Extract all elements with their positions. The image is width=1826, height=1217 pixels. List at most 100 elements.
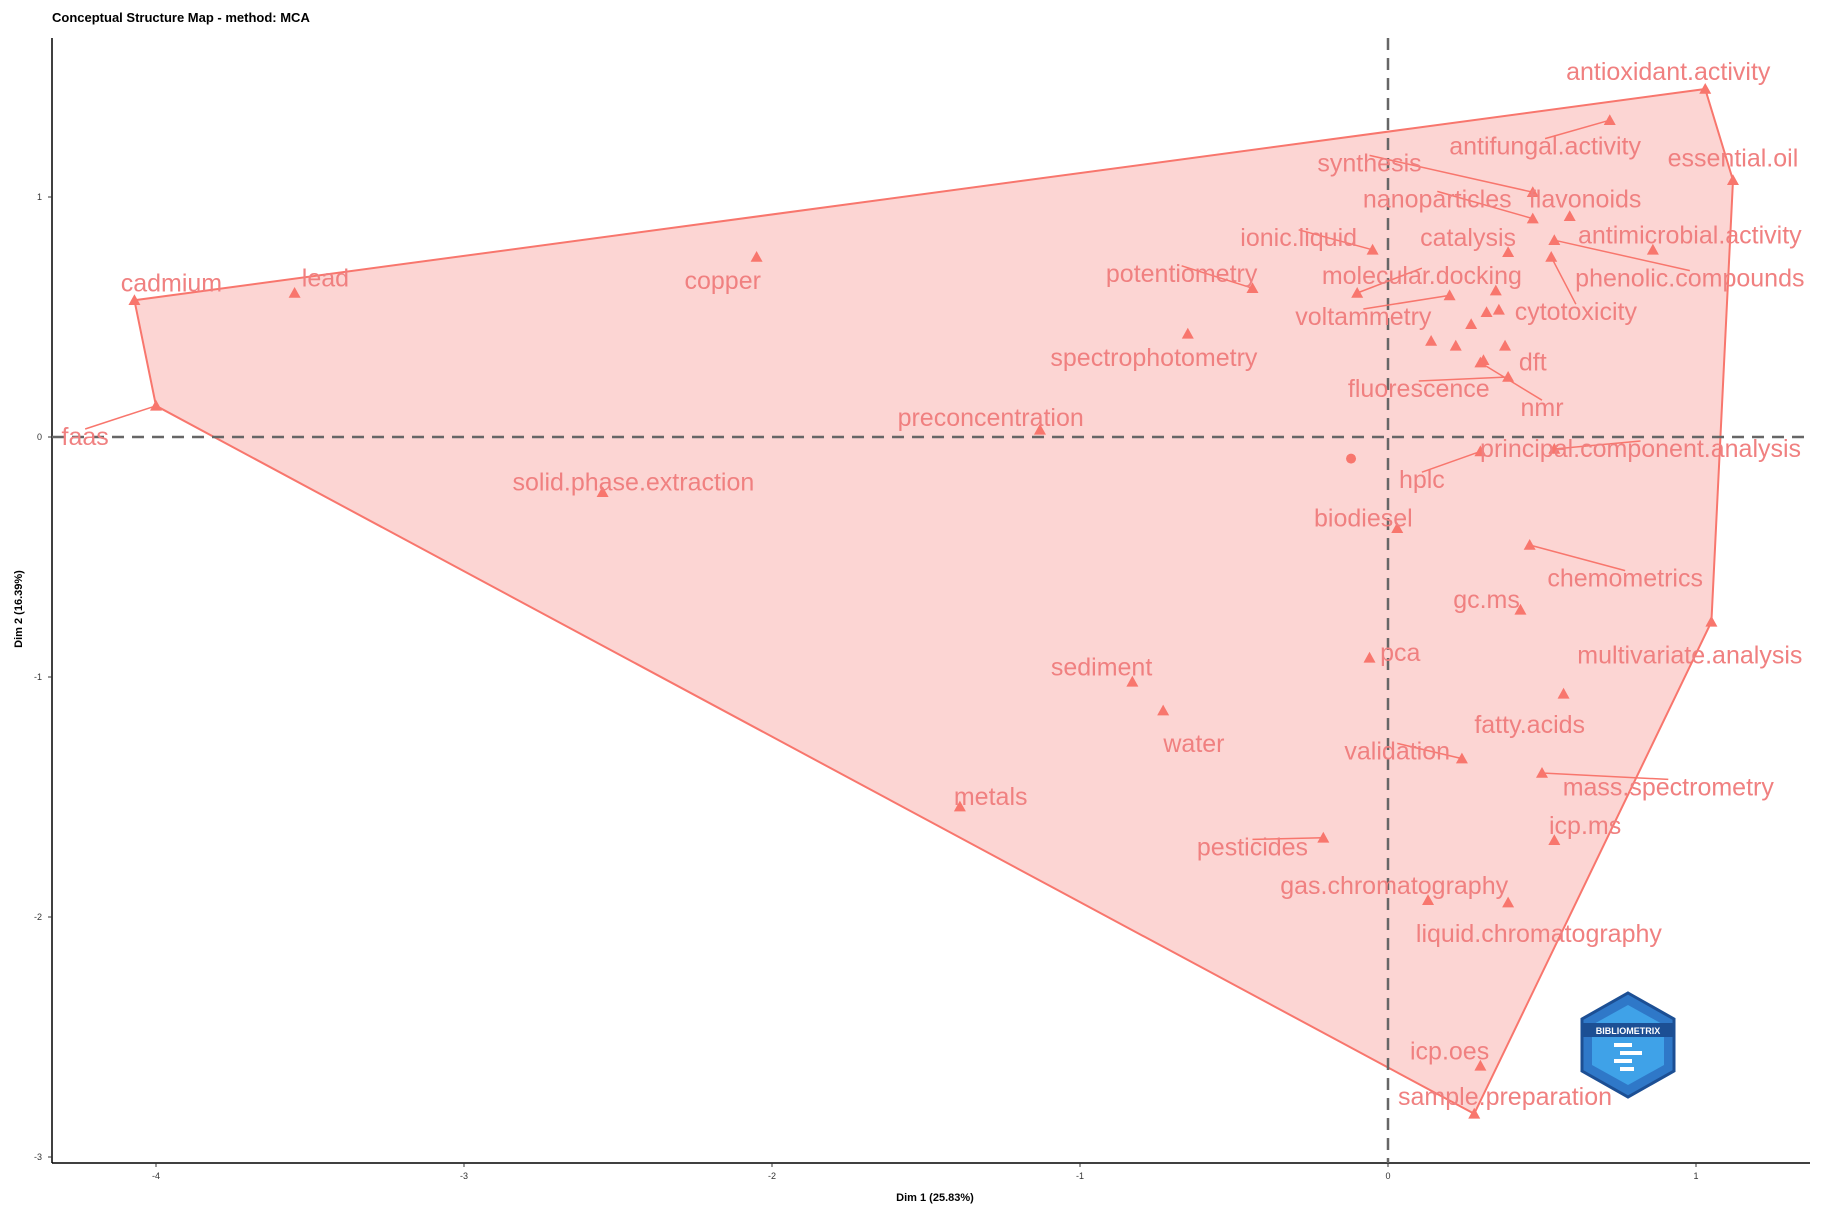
x-tick-label: 0	[1385, 1171, 1390, 1181]
point-label: icp.oes	[1410, 1037, 1489, 1065]
leader-line	[1369, 154, 1533, 193]
point-label: synthesis	[1317, 149, 1421, 177]
leader-line	[1298, 229, 1373, 251]
point-marker	[1548, 443, 1561, 454]
point-marker	[1526, 212, 1539, 224]
point-label: nanoparticles	[1363, 185, 1512, 213]
leader-line	[1363, 294, 1450, 310]
point-marker	[1474, 445, 1487, 457]
point-marker	[1502, 371, 1515, 382]
point-label: molecular.docking	[1322, 262, 1522, 290]
point-label: antioxidant.activity	[1566, 58, 1771, 86]
leader-line	[1356, 267, 1423, 294]
point-label: flavonoids	[1529, 185, 1642, 213]
point-marker	[596, 486, 609, 497]
point-label: potentiometry	[1106, 260, 1258, 288]
bibliometrix-logo: BIBLIOMETRIX	[1580, 991, 1676, 1099]
point-label: dft	[1519, 349, 1547, 377]
point-marker	[1705, 615, 1718, 627]
point-label: chemometrics	[1547, 565, 1703, 593]
reference-lines	[52, 38, 1810, 1163]
point-marker	[1366, 243, 1379, 255]
leader-line	[1181, 265, 1253, 289]
point-label: voltammetry	[1295, 303, 1432, 331]
chart-title: Conceptual Structure Map - method: MCA	[52, 10, 310, 25]
leader-line	[1397, 742, 1463, 760]
point-marker	[1480, 306, 1493, 317]
point-marker	[1548, 234, 1561, 245]
leader-line	[1541, 772, 1669, 781]
point-label: antimicrobial.activity	[1578, 221, 1802, 249]
point-marker	[128, 294, 141, 305]
point-marker	[1351, 287, 1364, 298]
point-marker	[1536, 767, 1548, 778]
point-label: solid.phase.extraction	[512, 469, 754, 497]
y-tick-label: -1	[34, 672, 42, 682]
centroid-marker	[1346, 453, 1357, 464]
logo-mark-icon	[1614, 1043, 1642, 1071]
point-label: fatty.acids	[1474, 711, 1585, 739]
point-marker	[1563, 210, 1576, 221]
point-label: spectrophotometry	[1050, 344, 1258, 372]
point-label: catalysis	[1420, 224, 1516, 252]
y-tick-label: -3	[34, 1152, 42, 1162]
x-tick-label: -4	[152, 1171, 160, 1181]
point-marker	[288, 287, 301, 298]
point-marker	[750, 251, 763, 262]
point-marker	[1726, 174, 1739, 185]
leader-line	[1554, 239, 1691, 272]
point-marker	[1499, 339, 1512, 351]
point-label: ionic.liquid	[1240, 224, 1357, 252]
leader-line	[1544, 119, 1610, 140]
y-tick-label: -2	[34, 912, 42, 922]
leader-lines	[84, 119, 1691, 841]
logo-banner	[1582, 1023, 1674, 1037]
x-tick-label: 1	[1693, 1171, 1698, 1181]
leader-line	[84, 405, 157, 430]
point-marker	[1443, 289, 1456, 301]
point-label: mass.spectrometry	[1563, 773, 1775, 801]
axes-layer: -4 -3 -2 -1 0 1 -3 -2 -1 0 1	[34, 38, 1810, 1181]
point-label: preconcentration	[898, 404, 1084, 432]
point-marker	[1449, 339, 1462, 351]
point-label: sample.preparation	[1398, 1083, 1612, 1111]
point-marker	[1363, 651, 1376, 663]
point-label: liquid.chromatography	[1416, 920, 1662, 948]
point-marker	[1422, 894, 1435, 905]
point-label: essential.oil	[1668, 145, 1799, 173]
point-marker	[1465, 318, 1478, 329]
leader-line	[1550, 256, 1577, 305]
logo-text: BIBLIOMETRIX	[1596, 1026, 1661, 1036]
x-tick-label: -3	[460, 1171, 468, 1181]
point-label: multivariate.analysis	[1577, 641, 1802, 669]
point-marker	[1157, 704, 1170, 716]
point-marker	[1699, 83, 1712, 94]
point-label: cytotoxicity	[1515, 298, 1638, 326]
point-label: gc.ms	[1453, 586, 1520, 614]
x-axis-label: Dim 1 (25.83%)	[896, 1192, 974, 1204]
point-marker	[1181, 327, 1194, 339]
point-label: hplc	[1399, 466, 1445, 494]
point-marker	[1502, 246, 1515, 257]
point-marker	[953, 800, 966, 812]
point-label: metals	[954, 783, 1028, 811]
point-marker	[150, 399, 162, 411]
point-marker	[1477, 354, 1490, 365]
point-label: lead	[302, 265, 349, 293]
point-marker	[1246, 282, 1259, 293]
point-marker	[1603, 114, 1616, 125]
point-label: faas	[62, 423, 109, 451]
point-label: copper	[684, 267, 760, 295]
point-label: water	[1162, 730, 1224, 758]
point-label: phenolic.compounds	[1575, 265, 1804, 293]
point-label: fluorescence	[1348, 375, 1490, 403]
point-marker	[1545, 251, 1558, 262]
point-marker	[1526, 186, 1539, 197]
point-label: principal.component.analysis	[1480, 435, 1801, 463]
point-marker	[1523, 539, 1536, 550]
point-label: sediment	[1051, 653, 1152, 681]
leader-line	[1529, 544, 1626, 572]
point-marker	[1489, 284, 1502, 296]
point-label: gas.chromatography	[1280, 872, 1508, 900]
point-label: nmr	[1520, 394, 1563, 422]
